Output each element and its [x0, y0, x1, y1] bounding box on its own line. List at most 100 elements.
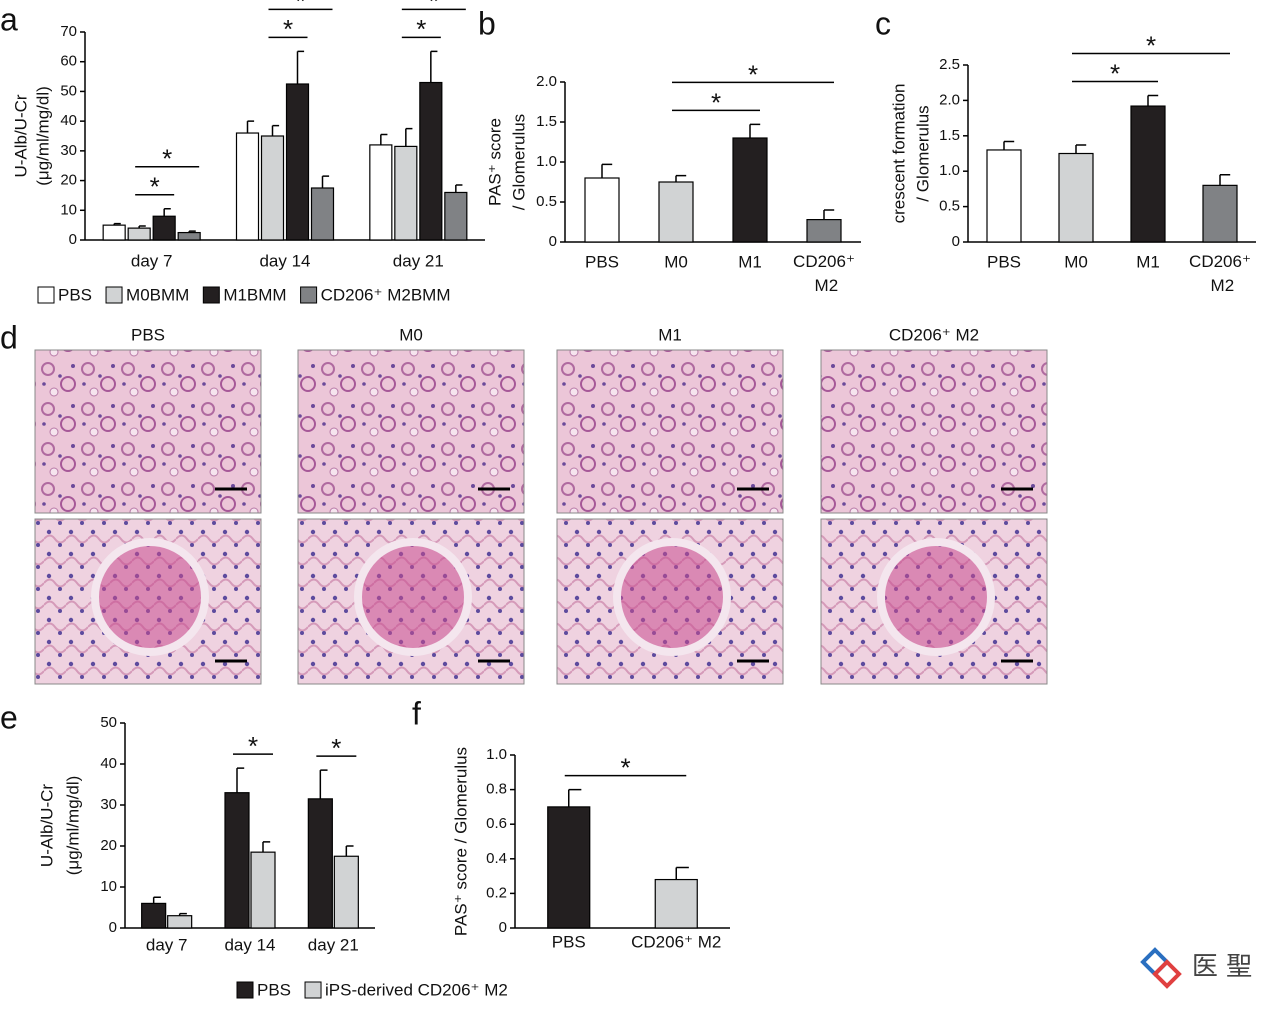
- legend-swatch: [37, 286, 55, 304]
- error-bar: [246, 120, 255, 134]
- bar: [167, 915, 193, 929]
- bar: [333, 855, 359, 929]
- photo-low-mag: [820, 349, 1048, 514]
- error-bar: [1075, 144, 1087, 154]
- error-bar: [675, 174, 687, 182]
- glomerulus: [91, 538, 209, 656]
- error-bar: [601, 163, 613, 178]
- significance-label: *: [283, 14, 293, 44]
- bar: [250, 851, 276, 929]
- panel-letter: f: [412, 695, 421, 731]
- bar: [307, 798, 333, 929]
- error-bar: [568, 788, 582, 807]
- error-bar: [1003, 140, 1015, 150]
- photo-low-mag: [556, 349, 784, 514]
- photo-title: M1: [658, 325, 682, 344]
- significance-label: *: [620, 752, 630, 782]
- bar: [127, 227, 151, 241]
- y-tick-label: 0: [952, 233, 960, 250]
- bar: [141, 902, 167, 929]
- x-tick-label: PBS: [987, 252, 1021, 271]
- bar: [1202, 184, 1238, 243]
- bar: [260, 135, 285, 241]
- bar: [658, 181, 694, 243]
- y-axis-label: / Glomerulus: [509, 114, 528, 210]
- bar: [152, 215, 176, 241]
- y-tick-label: 0.8: [486, 781, 507, 798]
- legend-label: M0BMM: [126, 285, 189, 304]
- y-tick-label: 60: [60, 53, 77, 70]
- x-tick-label: CD206⁺ M2: [631, 932, 721, 951]
- x-tick-label: M0: [1064, 252, 1088, 271]
- error-bar: [823, 209, 835, 220]
- y-tick-label: 0.4: [486, 850, 507, 867]
- error-bar: [163, 208, 171, 217]
- error-bar: [296, 50, 305, 84]
- y-tick-label: 40: [100, 755, 117, 772]
- bar: [444, 191, 468, 241]
- significance-label: *: [248, 731, 258, 761]
- legend-swatch: [105, 286, 123, 304]
- y-axis-label: / Glomerulus: [913, 105, 932, 201]
- x-tick-label: M1: [1136, 252, 1160, 271]
- panel-letter: a: [0, 1, 18, 37]
- glomerulus: [613, 538, 731, 656]
- y-tick-label: 0: [69, 231, 77, 248]
- significance-label: *: [429, 0, 439, 16]
- y-axis-label: U-Alb/U-Cr: [11, 94, 30, 177]
- legend-swatch: [300, 286, 318, 304]
- legend-swatch: [236, 981, 254, 999]
- legend-label: PBS: [58, 285, 92, 304]
- y-tick-label: 0: [109, 919, 117, 936]
- bar: [394, 145, 418, 241]
- bar: [310, 187, 335, 241]
- y-tick-label: 0.6: [486, 815, 507, 832]
- error-bar: [152, 896, 161, 904]
- y-tick-label: 10: [100, 878, 117, 895]
- photo-low-mag: [297, 349, 525, 514]
- panel-letter: e: [0, 699, 18, 735]
- bar: [419, 81, 443, 241]
- y-axis-label: PAS⁺ score: [485, 118, 504, 206]
- legend-label: M1BMM: [223, 285, 286, 304]
- y-tick-label: 0.5: [939, 198, 960, 215]
- error-bar: [138, 225, 146, 229]
- error-bar: [321, 175, 330, 188]
- x-tick-label: day 7: [131, 251, 173, 270]
- panel-letter: c: [875, 5, 891, 41]
- bar: [1130, 105, 1166, 243]
- bar: [177, 231, 201, 241]
- significance-label: *: [331, 733, 341, 763]
- x-tick-label: day 21: [308, 935, 359, 954]
- y-tick-label: 1.5: [536, 113, 557, 130]
- error-bar: [113, 222, 121, 226]
- x-tick-label: CD206⁺ M2: [1189, 252, 1251, 295]
- photo-title: M0: [399, 325, 423, 344]
- bar: [732, 137, 768, 243]
- legend-label: PBS: [257, 980, 291, 999]
- panel-letter: b: [478, 5, 496, 41]
- y-tick-label: 1.0: [939, 162, 960, 179]
- y-tick-label: 20: [60, 172, 77, 189]
- error-bar: [319, 769, 328, 799]
- y-tick-label: 10: [60, 201, 77, 218]
- y-tick-label: 2.0: [536, 73, 557, 90]
- error-bar: [1219, 173, 1231, 186]
- y-tick-label: 1.0: [536, 153, 557, 170]
- y-tick-label: 40: [60, 112, 77, 129]
- y-tick-label: 30: [60, 142, 77, 159]
- bar: [806, 219, 842, 243]
- significance-label: *: [295, 0, 305, 16]
- panel-d: d: [0, 319, 1048, 685]
- error-bar: [271, 124, 280, 136]
- y-tick-label: 50: [60, 82, 77, 99]
- bar: [102, 224, 126, 241]
- watermark: 医 聖: [1140, 947, 1252, 989]
- y-tick-label: 0: [499, 919, 507, 936]
- glomerulus: [354, 538, 472, 656]
- legend-label: iPS-derived CD206⁺ M2: [325, 980, 508, 999]
- significance-label: *: [150, 172, 160, 202]
- significance-label: *: [416, 14, 426, 44]
- y-tick-label: 2.0: [939, 91, 960, 108]
- y-axis-label: U-Alb/U-Cr: [37, 784, 56, 867]
